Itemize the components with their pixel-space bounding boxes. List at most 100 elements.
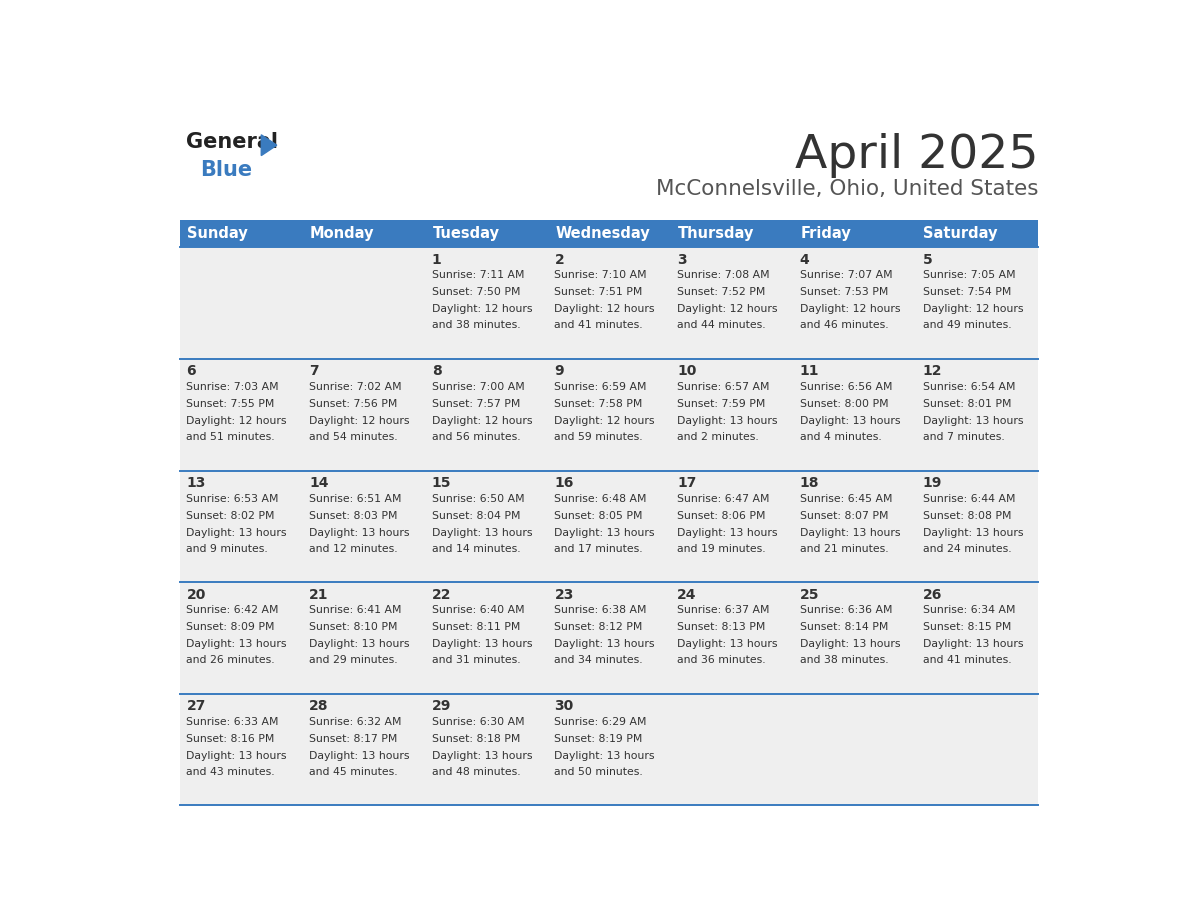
Text: Sunrise: 6:57 AM: Sunrise: 6:57 AM [677, 382, 770, 392]
Text: Sunset: 7:52 PM: Sunset: 7:52 PM [677, 287, 765, 297]
Text: 23: 23 [555, 588, 574, 601]
Text: Daylight: 12 hours: Daylight: 12 hours [431, 416, 532, 426]
Text: Daylight: 12 hours: Daylight: 12 hours [923, 304, 1023, 314]
Text: Saturday: Saturday [923, 226, 998, 241]
Text: and 7 minutes.: and 7 minutes. [923, 432, 1004, 442]
Text: 28: 28 [309, 700, 329, 713]
Text: Sunrise: 6:37 AM: Sunrise: 6:37 AM [677, 605, 770, 615]
Text: Sunset: 8:01 PM: Sunset: 8:01 PM [923, 399, 1011, 409]
Text: and 54 minutes.: and 54 minutes. [309, 432, 398, 442]
Text: Daylight: 13 hours: Daylight: 13 hours [923, 416, 1023, 426]
Text: Sunset: 8:16 PM: Sunset: 8:16 PM [187, 733, 274, 744]
Text: 3: 3 [677, 252, 687, 266]
Text: Daylight: 13 hours: Daylight: 13 hours [555, 528, 655, 538]
Text: and 21 minutes.: and 21 minutes. [800, 543, 889, 554]
Text: 2: 2 [555, 252, 564, 266]
Text: McConnelsville, Ohio, United States: McConnelsville, Ohio, United States [656, 179, 1038, 199]
Text: Sunrise: 7:11 AM: Sunrise: 7:11 AM [431, 270, 524, 280]
Text: 13: 13 [187, 476, 206, 490]
Text: 5: 5 [923, 252, 933, 266]
Text: Sunset: 7:53 PM: Sunset: 7:53 PM [800, 287, 889, 297]
Bar [179, 219, 1038, 247]
Text: Daylight: 13 hours: Daylight: 13 hours [309, 751, 410, 761]
Text: Sunset: 8:05 PM: Sunset: 8:05 PM [555, 510, 643, 521]
Text: and 38 minutes.: and 38 minutes. [431, 320, 520, 330]
Bar [179, 694, 1038, 805]
Text: Friday: Friday [801, 226, 852, 241]
Text: Sunset: 7:55 PM: Sunset: 7:55 PM [187, 399, 274, 409]
Text: 10: 10 [677, 364, 696, 378]
Text: Sunset: 8:12 PM: Sunset: 8:12 PM [555, 622, 643, 633]
Text: Daylight: 13 hours: Daylight: 13 hours [677, 639, 778, 649]
Text: 6: 6 [187, 364, 196, 378]
Text: and 24 minutes.: and 24 minutes. [923, 543, 1011, 554]
Text: Sunset: 8:00 PM: Sunset: 8:00 PM [800, 399, 889, 409]
Text: and 46 minutes.: and 46 minutes. [800, 320, 889, 330]
Text: and 56 minutes.: and 56 minutes. [431, 432, 520, 442]
Text: Daylight: 13 hours: Daylight: 13 hours [187, 528, 287, 538]
Text: 29: 29 [431, 700, 451, 713]
Text: 14: 14 [309, 476, 329, 490]
Text: Monday: Monday [310, 226, 374, 241]
Text: Sunset: 8:11 PM: Sunset: 8:11 PM [431, 622, 520, 633]
Text: Daylight: 13 hours: Daylight: 13 hours [187, 639, 287, 649]
Text: Sunrise: 7:05 AM: Sunrise: 7:05 AM [923, 270, 1015, 280]
Bar [179, 359, 1038, 471]
Text: Sunset: 8:15 PM: Sunset: 8:15 PM [923, 622, 1011, 633]
Text: Daylight: 13 hours: Daylight: 13 hours [677, 416, 778, 426]
Text: and 12 minutes.: and 12 minutes. [309, 543, 398, 554]
Text: Sunset: 8:18 PM: Sunset: 8:18 PM [431, 733, 520, 744]
Text: and 38 minutes.: and 38 minutes. [800, 655, 889, 666]
Text: Sunrise: 6:54 AM: Sunrise: 6:54 AM [923, 382, 1015, 392]
Text: 4: 4 [800, 252, 809, 266]
Text: 19: 19 [923, 476, 942, 490]
Text: Sunrise: 6:47 AM: Sunrise: 6:47 AM [677, 494, 770, 504]
Text: 9: 9 [555, 364, 564, 378]
Text: and 45 minutes.: and 45 minutes. [309, 767, 398, 777]
Text: Sunset: 8:03 PM: Sunset: 8:03 PM [309, 510, 398, 521]
Text: Sunset: 7:50 PM: Sunset: 7:50 PM [431, 287, 520, 297]
Text: Daylight: 12 hours: Daylight: 12 hours [677, 304, 778, 314]
Text: 18: 18 [800, 476, 820, 490]
Text: Daylight: 13 hours: Daylight: 13 hours [800, 639, 901, 649]
Text: Sunrise: 7:03 AM: Sunrise: 7:03 AM [187, 382, 279, 392]
Text: 24: 24 [677, 588, 696, 601]
Text: 8: 8 [431, 364, 442, 378]
Bar [179, 247, 1038, 359]
Text: and 14 minutes.: and 14 minutes. [431, 543, 520, 554]
Text: Sunset: 7:58 PM: Sunset: 7:58 PM [555, 399, 643, 409]
Text: Wednesday: Wednesday [555, 226, 650, 241]
Text: Sunset: 8:13 PM: Sunset: 8:13 PM [677, 622, 765, 633]
Text: Daylight: 13 hours: Daylight: 13 hours [923, 639, 1023, 649]
Text: Daylight: 12 hours: Daylight: 12 hours [431, 304, 532, 314]
Text: Sunrise: 6:42 AM: Sunrise: 6:42 AM [187, 605, 279, 615]
Text: Daylight: 13 hours: Daylight: 13 hours [800, 416, 901, 426]
Text: 22: 22 [431, 588, 451, 601]
Text: Daylight: 13 hours: Daylight: 13 hours [187, 751, 287, 761]
Text: and 50 minutes.: and 50 minutes. [555, 767, 643, 777]
Bar [179, 471, 1038, 582]
Text: Sunrise: 6:32 AM: Sunrise: 6:32 AM [309, 717, 402, 727]
Text: Sunset: 8:04 PM: Sunset: 8:04 PM [431, 510, 520, 521]
Text: and 26 minutes.: and 26 minutes. [187, 655, 276, 666]
Text: Sunrise: 6:34 AM: Sunrise: 6:34 AM [923, 605, 1015, 615]
Text: Daylight: 12 hours: Daylight: 12 hours [555, 416, 655, 426]
Text: and 34 minutes.: and 34 minutes. [555, 655, 643, 666]
Text: Sunrise: 6:36 AM: Sunrise: 6:36 AM [800, 605, 892, 615]
Text: Daylight: 13 hours: Daylight: 13 hours [677, 528, 778, 538]
Text: Tuesday: Tuesday [432, 226, 500, 241]
Text: Daylight: 13 hours: Daylight: 13 hours [309, 639, 410, 649]
Text: Daylight: 13 hours: Daylight: 13 hours [431, 751, 532, 761]
Text: Daylight: 13 hours: Daylight: 13 hours [923, 528, 1023, 538]
Text: Daylight: 12 hours: Daylight: 12 hours [309, 416, 410, 426]
Text: Sunset: 8:06 PM: Sunset: 8:06 PM [677, 510, 765, 521]
Text: Sunrise: 7:10 AM: Sunrise: 7:10 AM [555, 270, 647, 280]
Text: Sunday: Sunday [188, 226, 248, 241]
Bar [179, 582, 1038, 694]
Text: Daylight: 13 hours: Daylight: 13 hours [431, 528, 532, 538]
Text: Sunrise: 6:30 AM: Sunrise: 6:30 AM [431, 717, 524, 727]
Text: 26: 26 [923, 588, 942, 601]
Text: and 17 minutes.: and 17 minutes. [555, 543, 643, 554]
Text: 1: 1 [431, 252, 442, 266]
Text: 25: 25 [800, 588, 820, 601]
